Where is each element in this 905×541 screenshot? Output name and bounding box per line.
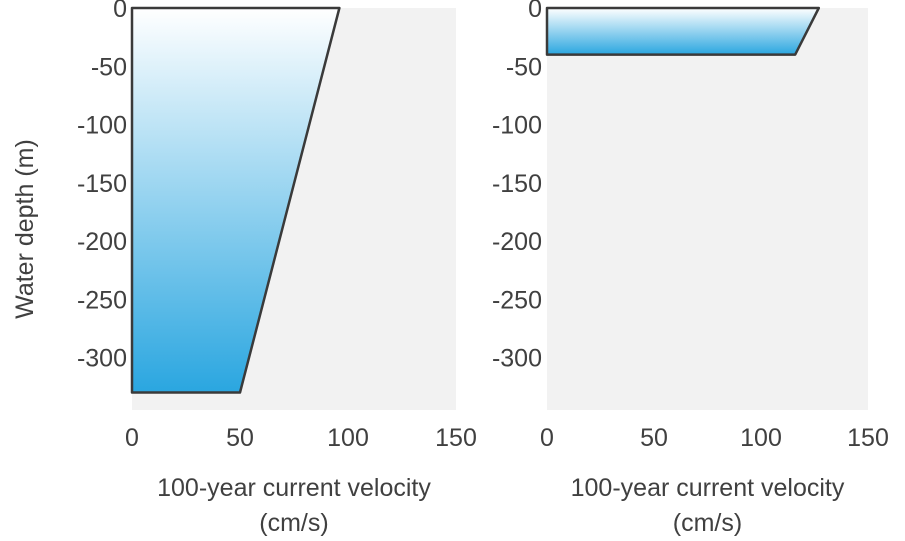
right-x-axis-title-line2: (cm/s) [673,509,742,537]
right-plot-area [547,8,868,410]
right-y-tick-label: -50 [506,53,542,81]
left-y-tick-label: -300 [77,345,127,373]
left-x-axis-title-line2: (cm/s) [259,509,328,537]
right-x-tick-label: 50 [640,424,668,452]
right-x-axis-title-line1: 100-year current velocity [571,474,845,502]
left-y-tick-label: -150 [77,170,127,198]
right-panel: 0 -50 -100 -150 -200 -250 -300 0 50 100 150 100-y… [492,0,889,537]
left-x-tick-label: 50 [226,424,254,452]
right-velocity-profile [545,6,821,56]
right-y-tick-label: -100 [492,112,542,140]
right-x-tick-label: 0 [540,424,554,452]
left-panel: 0 -50 -100 -150 -200 -250 -300 0 50 100 150 100-y… [11,0,477,537]
left-y-tick-label: 0 [113,0,127,23]
right-y-tick-label: -150 [492,170,542,198]
y-axis-title: Water depth (m) [11,139,39,319]
right-y-tick-label: -300 [492,345,542,373]
left-y-tick-label: -250 [77,286,127,314]
left-y-tick-label: -200 [77,228,127,256]
left-x-axis-title-line1: 100-year current velocity [157,474,431,502]
left-y-tick-label: -50 [91,53,127,81]
right-x-tick-label: 100 [740,424,782,452]
left-x-tick-label: 0 [125,424,139,452]
left-x-tick-label: 100 [327,424,369,452]
right-y-tick-label: -250 [492,286,542,314]
left-velocity-profile [130,6,341,394]
right-x-tick-label: 150 [847,424,889,452]
left-y-tick-label: -100 [77,112,127,140]
right-y-tick-label: -200 [492,228,542,256]
right-y-tick-label: 0 [528,0,542,23]
left-x-tick-label: 150 [435,424,477,452]
